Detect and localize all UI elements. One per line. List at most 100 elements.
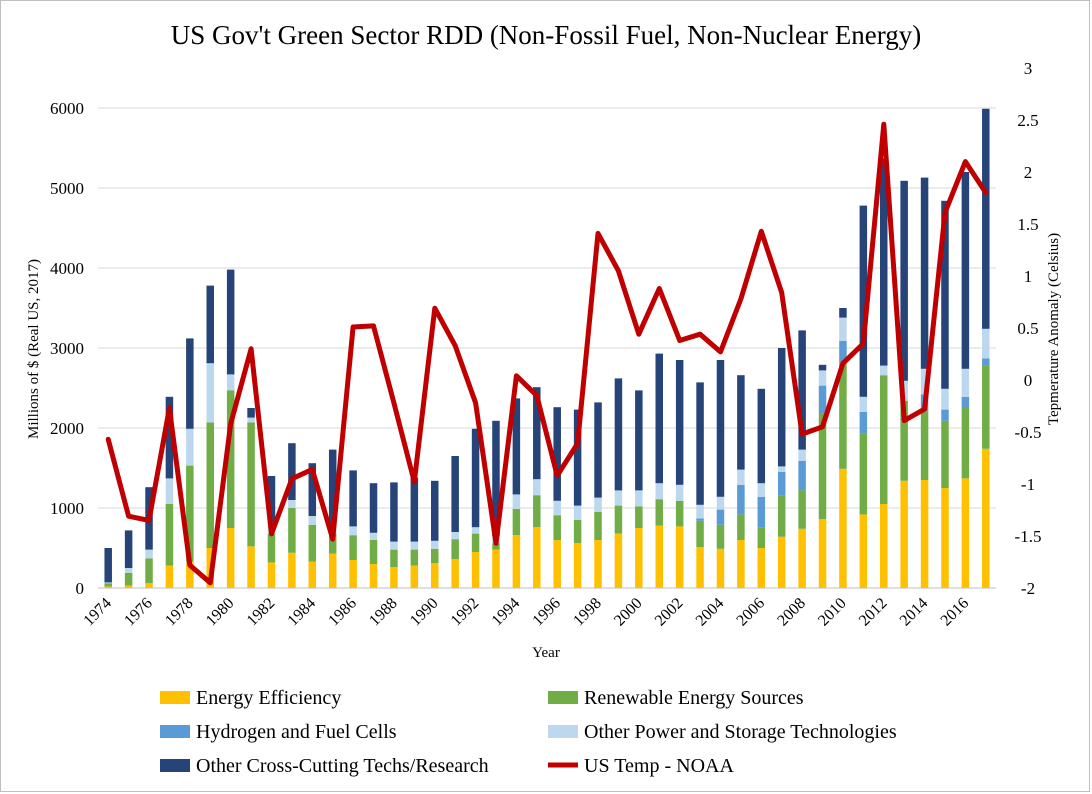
bar-segment-0: [451, 559, 459, 588]
bar-segment-4: [165, 396, 174, 479]
bar-segment-0: [533, 527, 541, 588]
bar-segment-1: [675, 500, 684, 527]
y2-tick-label: 0: [1024, 371, 1033, 390]
bar-segment-0: [798, 528, 806, 588]
y-tick-label: 2000: [50, 419, 84, 438]
bar-segment-1: [716, 524, 725, 549]
bar-segment-4: [920, 177, 929, 369]
legend: Energy Efficiency Renewable Energy Source…: [160, 687, 897, 777]
y2-tick-label: 2.5: [1017, 111, 1038, 130]
x-tick-label: 1986: [325, 595, 360, 630]
bar-segment-0: [186, 561, 194, 588]
bar-segment-4: [471, 428, 480, 528]
bar-segment-1: [655, 499, 663, 526]
y2-axis-label: Tepmerature Anomaly (Celsius): [1046, 233, 1062, 425]
legend-label: US Temp - NOAA: [584, 755, 734, 777]
legend-swatch: [160, 759, 190, 772]
bar-segment-1: [471, 533, 480, 552]
bar-segment-1: [737, 514, 745, 540]
bar-segment-1: [349, 535, 357, 560]
bar-segment-1: [410, 549, 419, 566]
bar-segment-1: [696, 520, 704, 548]
bar-segment-1: [267, 533, 276, 563]
y2-tick-label: 1: [1024, 267, 1033, 286]
y2-tick-label: 0.5: [1017, 319, 1038, 338]
x-axis: 1974 1976 1978 1980 1982 1984 1986 1988 1990 1992…: [80, 595, 972, 630]
bar-segment-4: [124, 530, 133, 568]
bar-segment-0: [573, 543, 582, 588]
bar-segment-4: [104, 548, 112, 583]
x-tick-label: 2014: [897, 595, 932, 630]
bar-segment-4: [431, 480, 439, 541]
bar-segment-4: [328, 449, 337, 527]
bar-segment-4: [206, 285, 214, 364]
legend-swatch: [548, 691, 578, 704]
bar-segment-4: [573, 409, 582, 506]
x-tick-label: 2008: [774, 595, 809, 630]
bar-segment-3: [206, 363, 214, 423]
bar-segment-4: [839, 308, 847, 318]
bar-segment-4: [267, 476, 276, 523]
bar-segment-0: [267, 562, 276, 588]
bar-segment-1: [635, 506, 643, 528]
bar-segment-1: [900, 400, 908, 481]
bar-segment-3: [145, 549, 153, 559]
bar-segment-0: [696, 547, 704, 588]
bar-segment-4: [247, 408, 255, 418]
bar-segment-1: [533, 495, 541, 528]
legend-label: Hydrogen and Fuel Cells: [196, 721, 397, 743]
bar-segment-1: [124, 572, 133, 586]
bar-segment-0: [308, 561, 317, 588]
bar-segment-3: [247, 417, 255, 423]
bar-segment-4: [553, 407, 561, 501]
bar-segment-4: [594, 402, 602, 498]
bar-segment-1: [839, 362, 847, 469]
bar-segment-0: [410, 565, 419, 588]
bar-segment-0: [737, 540, 745, 588]
bars-group: [104, 108, 990, 588]
bar-segment-0: [941, 488, 949, 588]
bar-segment-3: [573, 505, 582, 520]
bar-segment-0: [961, 478, 970, 588]
bar-segment-3: [961, 368, 970, 397]
y2-tick-label: -0.5: [1015, 423, 1042, 442]
x-tick-label: 1990: [407, 595, 442, 630]
legend-swatch: [160, 725, 190, 738]
bar-segment-1: [165, 504, 174, 566]
bar-segment-2: [757, 496, 766, 528]
bar-segment-4: [226, 269, 235, 375]
bar-segment-0: [349, 560, 357, 588]
bar-segment-3: [451, 532, 459, 540]
bar-segment-0: [328, 553, 337, 588]
bar-segment-0: [104, 586, 112, 588]
bar-segment-4: [533, 387, 541, 480]
bar-segment-0: [226, 528, 235, 588]
bar-segment-3: [512, 494, 521, 509]
bar-segment-4: [941, 200, 949, 389]
bar-segment-0: [777, 536, 786, 588]
chart-title: US Gov't Green Sector RDD (Non-Fossil Fu…: [171, 20, 922, 50]
bar-segment-3: [757, 483, 766, 497]
legend-label: Renewable Energy Sources: [584, 687, 804, 709]
bar-segment-0: [492, 549, 500, 588]
bar-segment-0: [757, 548, 766, 588]
bar-segment-3: [777, 466, 786, 472]
bar-segment-4: [696, 382, 704, 505]
y2-tick-label: 1.5: [1017, 215, 1038, 234]
x-tick-label: 1984: [284, 595, 319, 630]
bar-segment-1: [390, 549, 398, 568]
bar-segment-2: [839, 340, 847, 363]
x-tick-label: 2000: [611, 595, 646, 630]
bar-segment-4: [635, 390, 643, 491]
bar-segment-4: [675, 360, 684, 485]
y-axis-label: Millions of $ (Real US, 2017): [26, 259, 42, 439]
bar-segment-0: [655, 525, 663, 588]
bar-segment-0: [716, 548, 725, 588]
right-axis: -2 -1.5 -1 -0.5 0 0.5 1 1.5 2 2.5 3: [1015, 59, 1042, 598]
bar-segment-3: [431, 540, 439, 549]
bar-segment-1: [920, 411, 929, 480]
bar-segment-4: [390, 482, 398, 542]
